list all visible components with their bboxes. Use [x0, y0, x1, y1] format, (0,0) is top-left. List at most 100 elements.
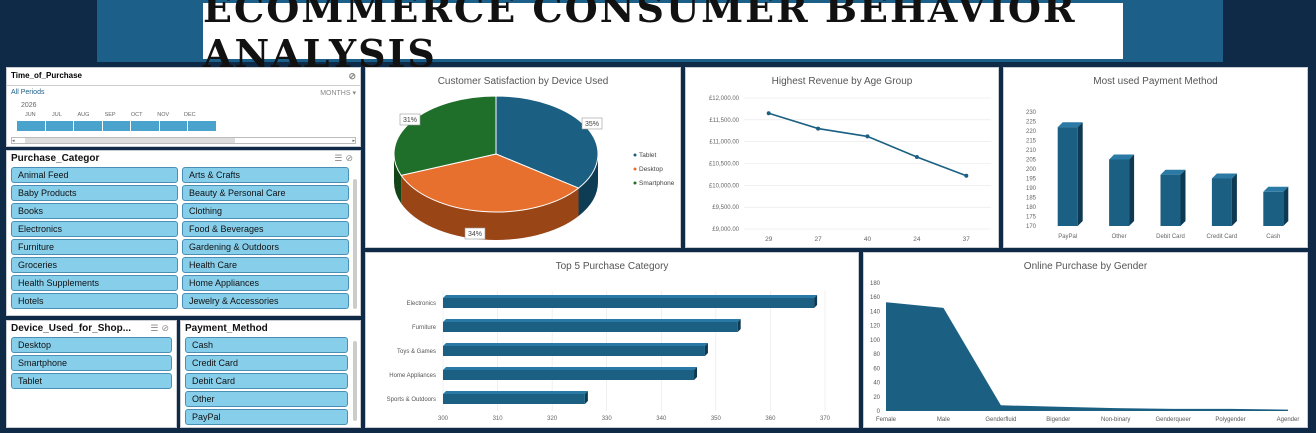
timeline-month-sep[interactable]: SEP: [104, 112, 116, 118]
device-slicer: Device_Used_for_Shop... ☰⊘ Desktop Smartp…: [6, 320, 177, 428]
slicer-item[interactable]: Health Care: [182, 257, 349, 273]
chart-title: Top 5 Purchase Category: [555, 261, 669, 272]
x-tick-label: 310: [493, 416, 504, 422]
slicer-item[interactable]: Books: [11, 203, 178, 219]
slicer-item[interactable]: Tablet: [11, 373, 172, 389]
bar-other: [1109, 159, 1130, 226]
y-tick-label: £9,500.00: [712, 205, 739, 211]
timeline-month-oct[interactable]: OCT: [130, 112, 143, 118]
slicer-scrollbar[interactable]: [353, 179, 357, 309]
timeline-title: Time_of_Purchase: [11, 71, 82, 80]
slicer-item[interactable]: Baby Products: [11, 185, 178, 201]
slicer-item[interactable]: Debit Card: [185, 373, 348, 389]
timeline-month-aug[interactable]: AUG: [77, 112, 90, 118]
timeline-month-dec[interactable]: DEC: [184, 112, 196, 118]
slicer-item[interactable]: Animal Feed: [11, 167, 178, 183]
bar-top: [1057, 122, 1083, 128]
device-satisfaction-chart: Customer Satisfaction by Device Used 35%…: [365, 67, 681, 248]
data-label: 34%: [468, 231, 482, 238]
slicer-item[interactable]: Desktop: [11, 337, 172, 353]
x-tick-label: 40: [864, 236, 872, 243]
dashboard-title: ECOMMERCE CONSUMER BEHAVIOR ANALYSIS: [203, 0, 1077, 76]
y-tick-label: 205: [1026, 158, 1037, 164]
slicer-item[interactable]: Other: [185, 391, 348, 407]
x-tick-label: Bigender: [1046, 417, 1070, 423]
slicer-item[interactable]: Groceries: [11, 257, 178, 273]
timeline-bar[interactable]: [17, 121, 218, 131]
y-tick-label: 215: [1026, 139, 1037, 145]
chart-title: Most used Payment Method: [1093, 76, 1218, 87]
bar-top: [443, 295, 818, 298]
slicer-item[interactable]: Furniture: [11, 239, 178, 255]
pie-chart: 35% 34% 31% Tablet Desktop Smartphone: [393, 95, 675, 240]
multi-select-icon[interactable]: ☰: [334, 153, 346, 163]
slicer-item[interactable]: Hotels: [11, 293, 178, 309]
y-tick-label: £9,000.00: [712, 227, 739, 233]
gender-purchase-chart: Online Purchase by Gender 180 160 140 120 10…: [863, 252, 1308, 428]
bar-side: [1129, 154, 1135, 226]
y-tick-label: Furniture: [412, 325, 437, 331]
slicer-item[interactable]: Arts & Crafts: [182, 167, 349, 183]
period-mode-dropdown[interactable]: MONTHS ▾: [320, 90, 356, 97]
timeline-year: 2026: [21, 102, 37, 109]
slicer-item[interactable]: Jewelry & Accessories: [182, 293, 349, 309]
slicer-item[interactable]: Clothing: [182, 203, 349, 219]
x-tick-label: 330: [602, 416, 613, 422]
scroll-thumb[interactable]: [24, 138, 235, 143]
purchase-category-slicer: Purchase_Categor ☰⊘ Animal Feed Arts & Cr…: [6, 150, 361, 316]
slicer-item[interactable]: Home Appliances: [182, 275, 349, 291]
bar-side: [1231, 173, 1237, 226]
bar-paypal: [1057, 127, 1078, 226]
y-tick-label: 220: [1026, 129, 1037, 135]
scroll-left-icon[interactable]: ◂: [12, 137, 15, 144]
y-tick-label: 160: [870, 295, 881, 301]
slicer-item[interactable]: Beauty & Personal Care: [182, 185, 349, 201]
slicer-item[interactable]: Health Supplements: [11, 275, 178, 291]
clear-filter-icon[interactable]: ⊘: [161, 323, 172, 333]
slicer-item[interactable]: Credit Card: [185, 355, 348, 371]
slicer-item[interactable]: PayPal: [185, 409, 348, 425]
x-tick-label: 37: [963, 236, 971, 243]
y-tick-label: £10,000.00: [709, 183, 740, 189]
bar-side: [1077, 122, 1083, 226]
bar-sports-outdoors: [443, 394, 585, 404]
slicer-item[interactable]: Smartphone: [11, 355, 172, 371]
data-label-box: [581, 117, 603, 130]
y-tick-label: 120: [870, 324, 881, 330]
payment-method-chart: Most used Payment Method 230 225 220 215 210…: [1003, 67, 1308, 248]
y-tick-label: 100: [870, 338, 881, 344]
legend-marker: [633, 153, 637, 157]
payment-slicer: Payment_Method Cash Credit Card Debit Card…: [180, 320, 361, 428]
x-tick-label: Genderqueer: [1155, 417, 1190, 423]
slicer-item[interactable]: Gardening & Outdoors: [182, 239, 349, 255]
bar-top: [1109, 154, 1135, 160]
slicer-item[interactable]: Cash: [185, 337, 348, 353]
scroll-right-icon[interactable]: ▸: [352, 137, 355, 144]
bar-credit-card: [1211, 178, 1232, 226]
bar-top: [443, 391, 588, 394]
bar-side: [737, 319, 741, 332]
clear-filter-icon[interactable]: ⊘: [348, 71, 356, 81]
timeline-month-nov[interactable]: NOV: [157, 112, 170, 118]
title-box: ECOMMERCE CONSUMER BEHAVIOR ANALYSIS: [203, 0, 1123, 76]
bar-side: [1180, 169, 1186, 226]
timeline-slicer[interactable]: Time_of_Purchase ⊘ All Periods MONTHS ▾ …: [6, 67, 361, 147]
x-tick-label: 320: [547, 416, 558, 422]
timeline-months: JUN JUL AUG SEP OCT NOV DEC: [7, 112, 360, 118]
x-tick-label: 360: [765, 416, 776, 422]
column-chart: 230 225 220 215 210 205 200 195 190 185 180 175 170 P…: [1026, 110, 1289, 240]
data-point: [766, 111, 771, 116]
multi-select-icon[interactable]: ☰: [150, 323, 162, 333]
y-tick-label: 185: [1026, 196, 1037, 202]
clear-filter-icon[interactable]: ⊘: [345, 153, 356, 163]
timeline-month-jul[interactable]: JUL: [52, 112, 62, 118]
slicer-item[interactable]: Food & Beverages: [182, 221, 349, 237]
timeline-month-jun[interactable]: JUN: [24, 112, 36, 118]
x-tick-label: Polygender: [1215, 417, 1245, 423]
slicer-scrollbar[interactable]: [353, 341, 357, 421]
timeline-scrollbar[interactable]: ◂ ▸: [11, 137, 356, 144]
x-tick-label: 350: [711, 416, 722, 422]
slicer-item[interactable]: Electronics: [11, 221, 178, 237]
payment-slicer-title: Payment_Method: [185, 323, 268, 334]
data-label-box: [399, 113, 421, 126]
